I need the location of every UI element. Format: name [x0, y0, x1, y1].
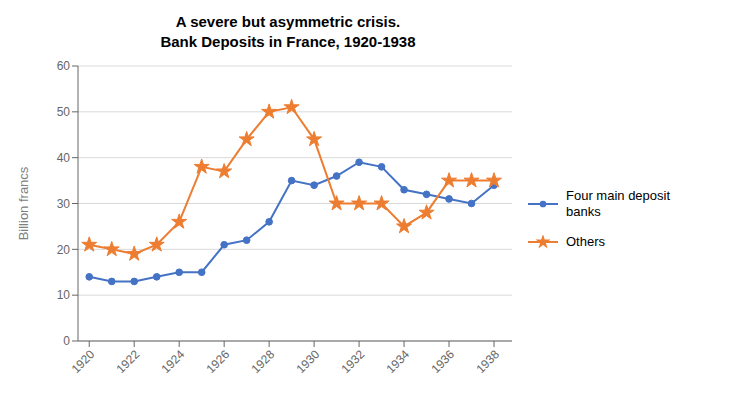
svg-text:1932: 1932 — [338, 347, 367, 376]
svg-text:0: 0 — [63, 334, 70, 348]
svg-text:20: 20 — [57, 243, 71, 257]
html-text:banks: banks — [566, 204, 601, 219]
svg-text:40: 40 — [57, 151, 71, 165]
svg-text:Billion francs: Billion francs — [16, 166, 31, 240]
svg-text:10: 10 — [57, 288, 71, 302]
svg-text:1920: 1920 — [69, 347, 98, 376]
html-text:Bank Deposits in France, 1920-: Bank Deposits in France, 1920-1938 — [160, 33, 416, 50]
svg-text:1938: 1938 — [473, 347, 502, 376]
svg-text:1928: 1928 — [249, 347, 278, 376]
svg-text:1926: 1926 — [204, 347, 233, 376]
html-text:Four main deposit: Four main deposit — [566, 188, 671, 203]
svg-text:1936: 1936 — [428, 347, 457, 376]
html-text:A severe but asymmetric crisis: A severe but asymmetric crisis. — [175, 13, 401, 30]
svg-text:1924: 1924 — [159, 347, 188, 376]
svg-text:1930: 1930 — [293, 347, 322, 376]
svg-text:1934: 1934 — [383, 347, 412, 376]
svg-text:30: 30 — [57, 197, 71, 211]
svg-text:50: 50 — [57, 105, 71, 119]
svg-text:1922: 1922 — [114, 347, 143, 376]
svg-text:60: 60 — [57, 59, 71, 73]
html-text:Others: Others — [566, 234, 605, 249]
